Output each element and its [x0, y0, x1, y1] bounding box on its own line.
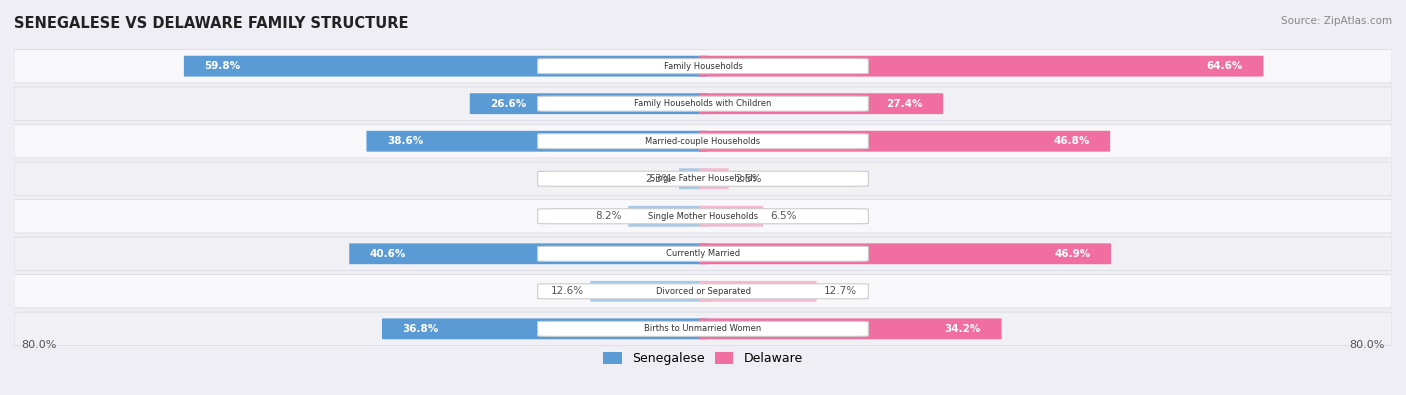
Text: Married-couple Households: Married-couple Households — [645, 137, 761, 146]
FancyBboxPatch shape — [14, 87, 1392, 120]
FancyBboxPatch shape — [537, 284, 869, 299]
Text: 26.6%: 26.6% — [491, 99, 527, 109]
Text: 38.6%: 38.6% — [387, 136, 423, 146]
Text: 12.6%: 12.6% — [550, 286, 583, 296]
FancyBboxPatch shape — [382, 318, 707, 339]
FancyBboxPatch shape — [14, 275, 1392, 308]
Text: 8.2%: 8.2% — [595, 211, 621, 221]
Text: 6.5%: 6.5% — [770, 211, 797, 221]
FancyBboxPatch shape — [537, 322, 869, 337]
FancyBboxPatch shape — [628, 206, 707, 227]
FancyBboxPatch shape — [349, 243, 707, 264]
FancyBboxPatch shape — [14, 49, 1392, 83]
Text: Family Households: Family Households — [664, 62, 742, 71]
FancyBboxPatch shape — [699, 56, 1264, 77]
Text: 46.9%: 46.9% — [1054, 249, 1091, 259]
FancyBboxPatch shape — [184, 56, 707, 77]
Text: Source: ZipAtlas.com: Source: ZipAtlas.com — [1281, 16, 1392, 26]
Text: Single Father Households: Single Father Households — [650, 174, 756, 183]
Text: 2.5%: 2.5% — [735, 174, 762, 184]
Text: Divorced or Separated: Divorced or Separated — [655, 287, 751, 296]
Text: 36.8%: 36.8% — [402, 324, 439, 334]
FancyBboxPatch shape — [699, 243, 1111, 264]
Text: 59.8%: 59.8% — [204, 61, 240, 71]
FancyBboxPatch shape — [679, 168, 707, 189]
Text: Family Households with Children: Family Households with Children — [634, 99, 772, 108]
FancyBboxPatch shape — [699, 131, 1111, 152]
FancyBboxPatch shape — [699, 93, 943, 114]
FancyBboxPatch shape — [699, 281, 817, 302]
FancyBboxPatch shape — [470, 93, 707, 114]
Text: 80.0%: 80.0% — [21, 340, 56, 350]
Text: Currently Married: Currently Married — [666, 249, 740, 258]
Text: 64.6%: 64.6% — [1206, 61, 1243, 71]
Text: 46.8%: 46.8% — [1053, 136, 1090, 146]
FancyBboxPatch shape — [14, 237, 1392, 271]
FancyBboxPatch shape — [537, 209, 869, 224]
FancyBboxPatch shape — [14, 124, 1392, 158]
Legend: Senegalese, Delaware: Senegalese, Delaware — [603, 352, 803, 365]
Text: 80.0%: 80.0% — [1350, 340, 1385, 350]
Text: Births to Unmarried Women: Births to Unmarried Women — [644, 324, 762, 333]
Text: 40.6%: 40.6% — [370, 249, 406, 259]
FancyBboxPatch shape — [367, 131, 707, 152]
FancyBboxPatch shape — [537, 171, 869, 186]
FancyBboxPatch shape — [537, 58, 869, 73]
FancyBboxPatch shape — [699, 318, 1001, 339]
Text: Single Mother Households: Single Mother Households — [648, 212, 758, 221]
Text: 2.3%: 2.3% — [645, 174, 672, 184]
FancyBboxPatch shape — [537, 96, 869, 111]
FancyBboxPatch shape — [699, 206, 763, 227]
Text: 12.7%: 12.7% — [824, 286, 856, 296]
FancyBboxPatch shape — [14, 162, 1392, 196]
Text: 34.2%: 34.2% — [945, 324, 981, 334]
FancyBboxPatch shape — [537, 246, 869, 261]
FancyBboxPatch shape — [537, 134, 869, 149]
Text: SENEGALESE VS DELAWARE FAMILY STRUCTURE: SENEGALESE VS DELAWARE FAMILY STRUCTURE — [14, 16, 409, 31]
FancyBboxPatch shape — [14, 199, 1392, 233]
Text: 27.4%: 27.4% — [886, 99, 922, 109]
FancyBboxPatch shape — [699, 168, 728, 189]
FancyBboxPatch shape — [14, 312, 1392, 346]
FancyBboxPatch shape — [591, 281, 707, 302]
